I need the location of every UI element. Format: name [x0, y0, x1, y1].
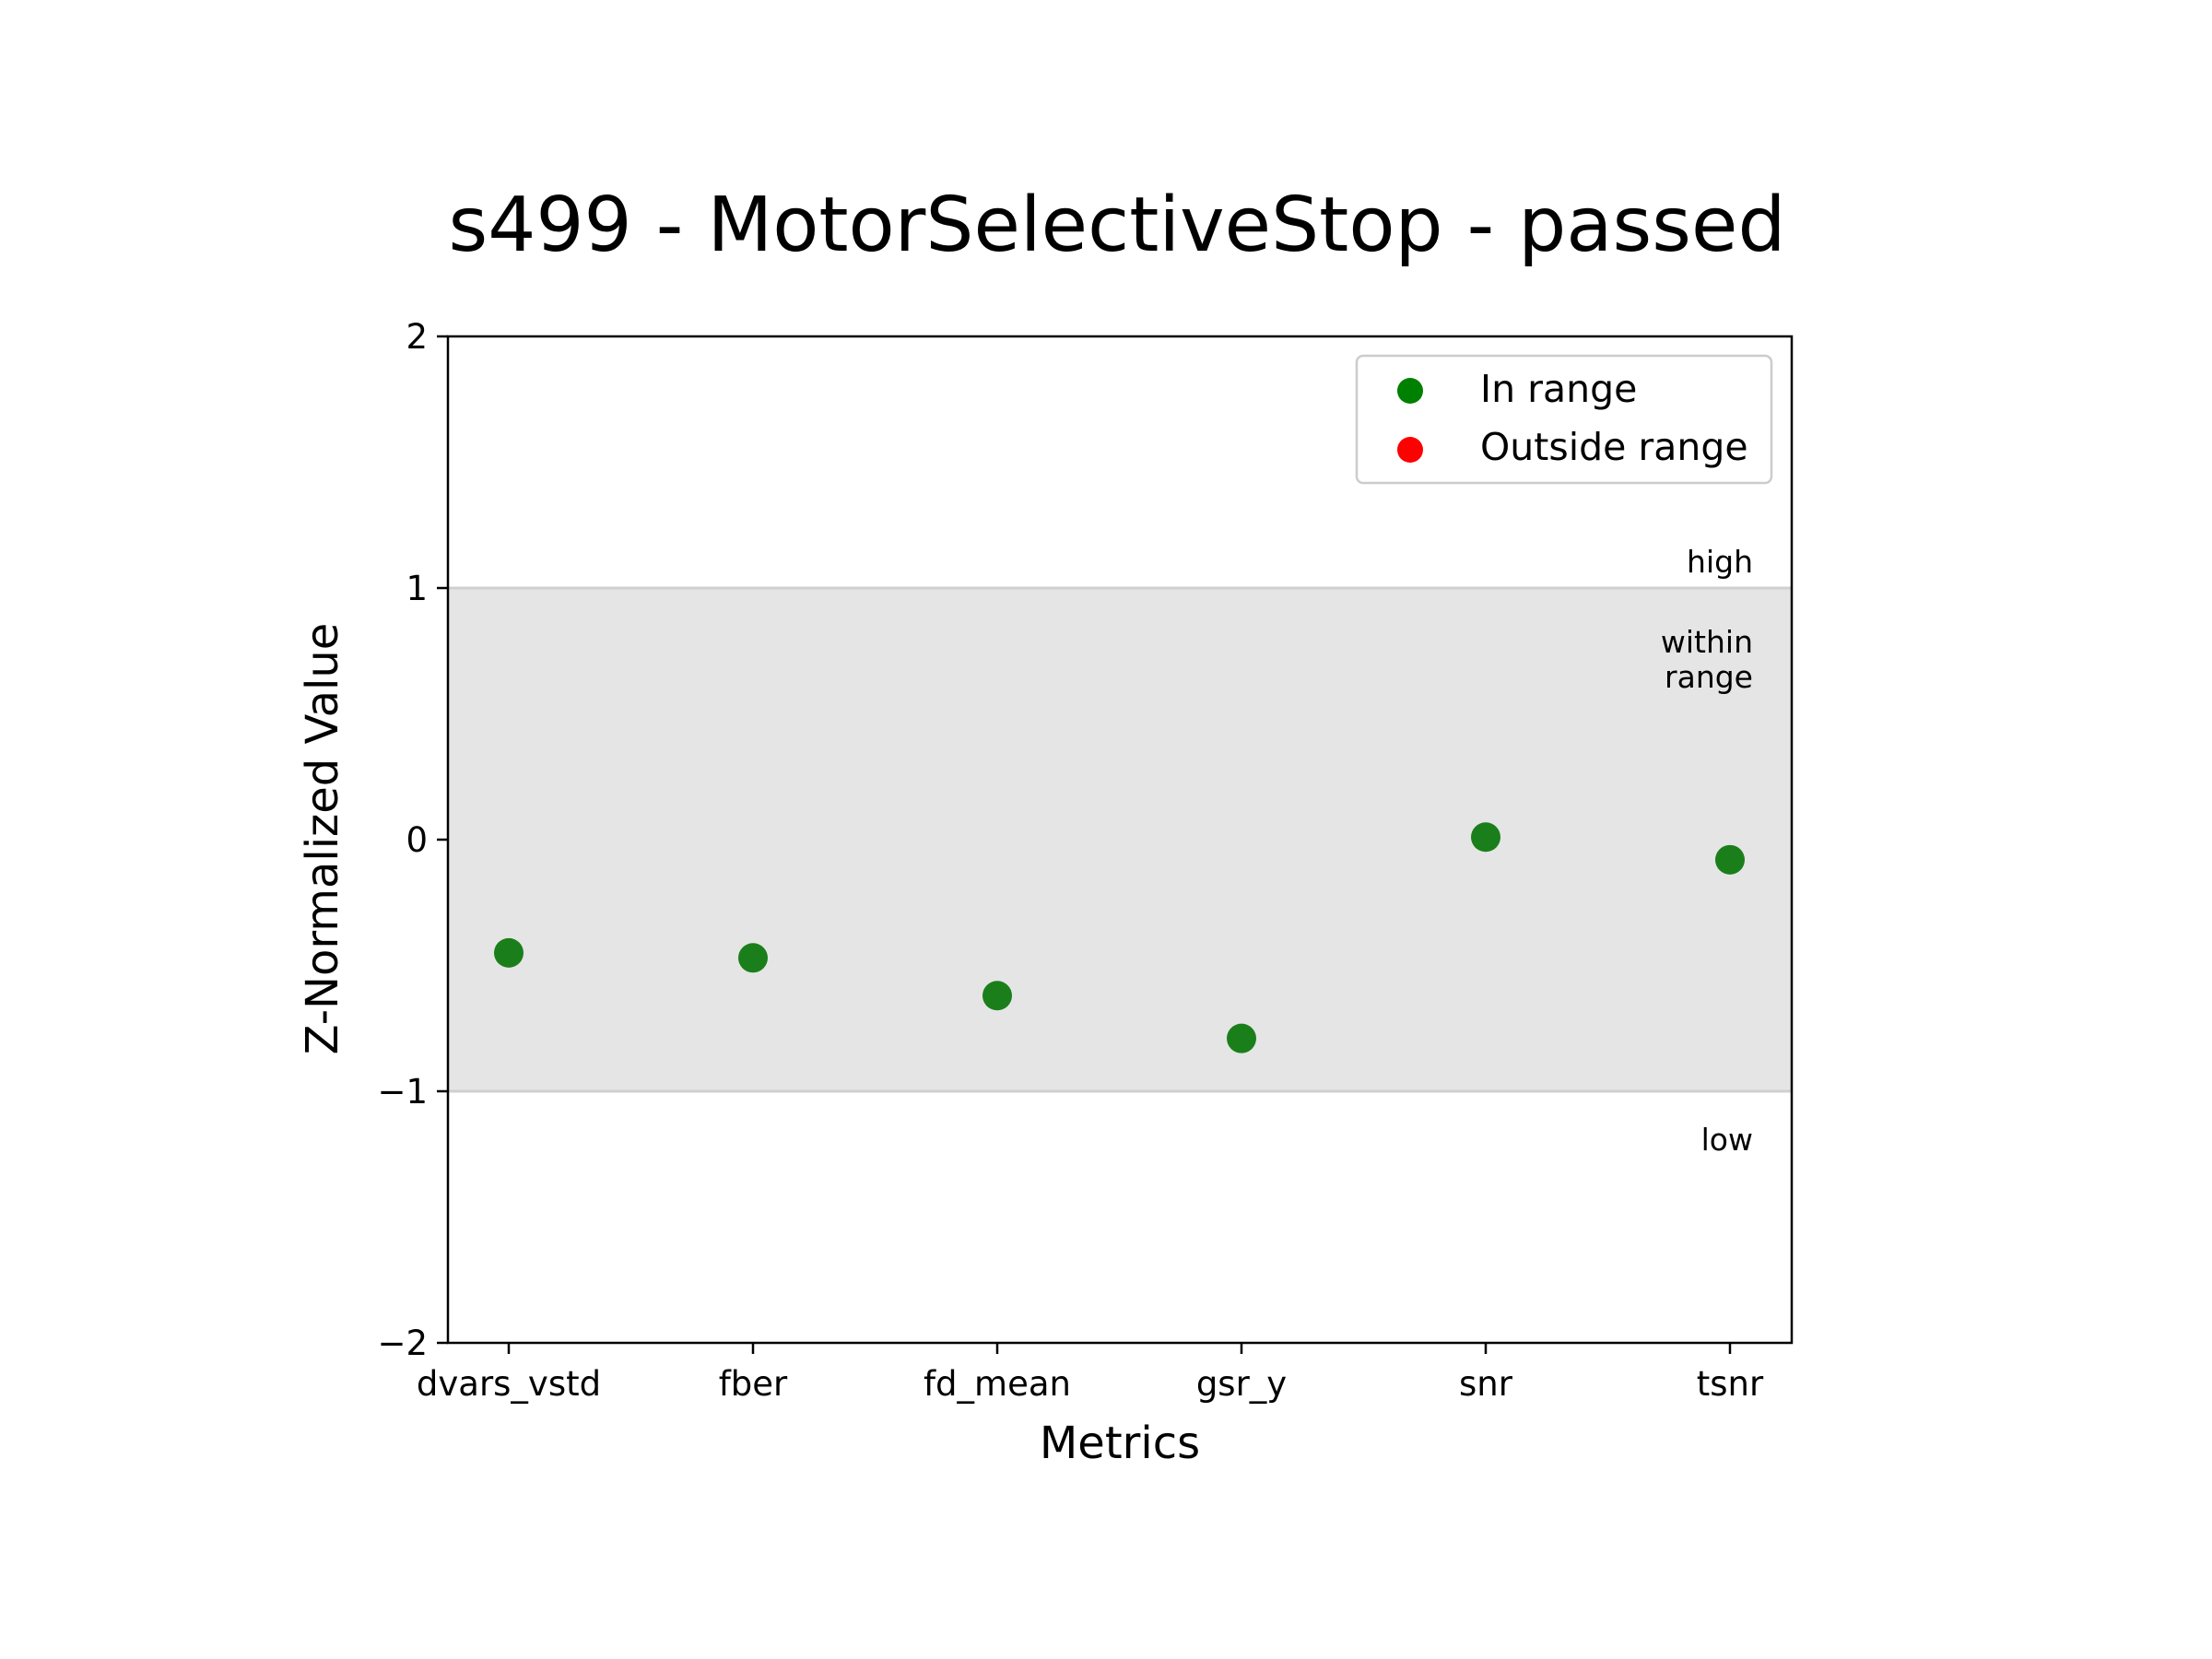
y-axis-label: Z-Normalized Value: [297, 623, 348, 1055]
legend-label-in-range: In range: [1480, 367, 1637, 411]
band-label-range: range: [1665, 659, 1753, 695]
x-axis-label: Metrics: [1040, 1418, 1200, 1469]
legend-marker-outside-range: [1397, 437, 1423, 463]
band-label-low: low: [1701, 1122, 1753, 1158]
data-point-dvars_vstd: [494, 937, 524, 968]
legend: In range Outside range: [1355, 354, 1773, 485]
x-tick-label: fber: [719, 1364, 788, 1404]
x-tick-label: gsr_y: [1196, 1364, 1287, 1404]
band-label-high: high: [1687, 544, 1753, 580]
y-tick-label: −1: [377, 1072, 428, 1112]
y-tick-label: 1: [406, 569, 428, 608]
data-point-fber: [738, 943, 768, 973]
y-tick-label: 2: [406, 317, 428, 357]
data-point-snr: [1471, 822, 1500, 853]
data-point-fd_mean: [982, 981, 1012, 1011]
x-tick-label: tsnr: [1697, 1364, 1764, 1404]
chart-title: s499 - MotorSelectiveStop - passed: [448, 182, 1785, 269]
band-label-within: within: [1661, 624, 1753, 660]
legend-box: [1355, 354, 1773, 485]
y-tick-label: 0: [406, 820, 428, 860]
x-tick-label: dvars_vstd: [417, 1364, 601, 1404]
y-axis-ticks: 2 1 0 −1 −2: [377, 317, 448, 1363]
data-point-tsnr: [1715, 844, 1745, 875]
legend-label-outside-range: Outside range: [1480, 425, 1748, 469]
x-tick-label: snr: [1459, 1364, 1513, 1404]
within-range-band: [448, 588, 1792, 1091]
data-points: [494, 822, 1745, 1053]
x-axis-ticks: dvars_vstd fber fd_mean gsr_y snr tsnr: [417, 1343, 1764, 1404]
y-tick-label: −2: [377, 1324, 428, 1363]
data-point-gsr_y: [1227, 1023, 1256, 1053]
x-tick-label: fd_mean: [924, 1364, 1071, 1404]
legend-marker-in-range: [1397, 378, 1423, 404]
plot-area: [446, 335, 1794, 1345]
